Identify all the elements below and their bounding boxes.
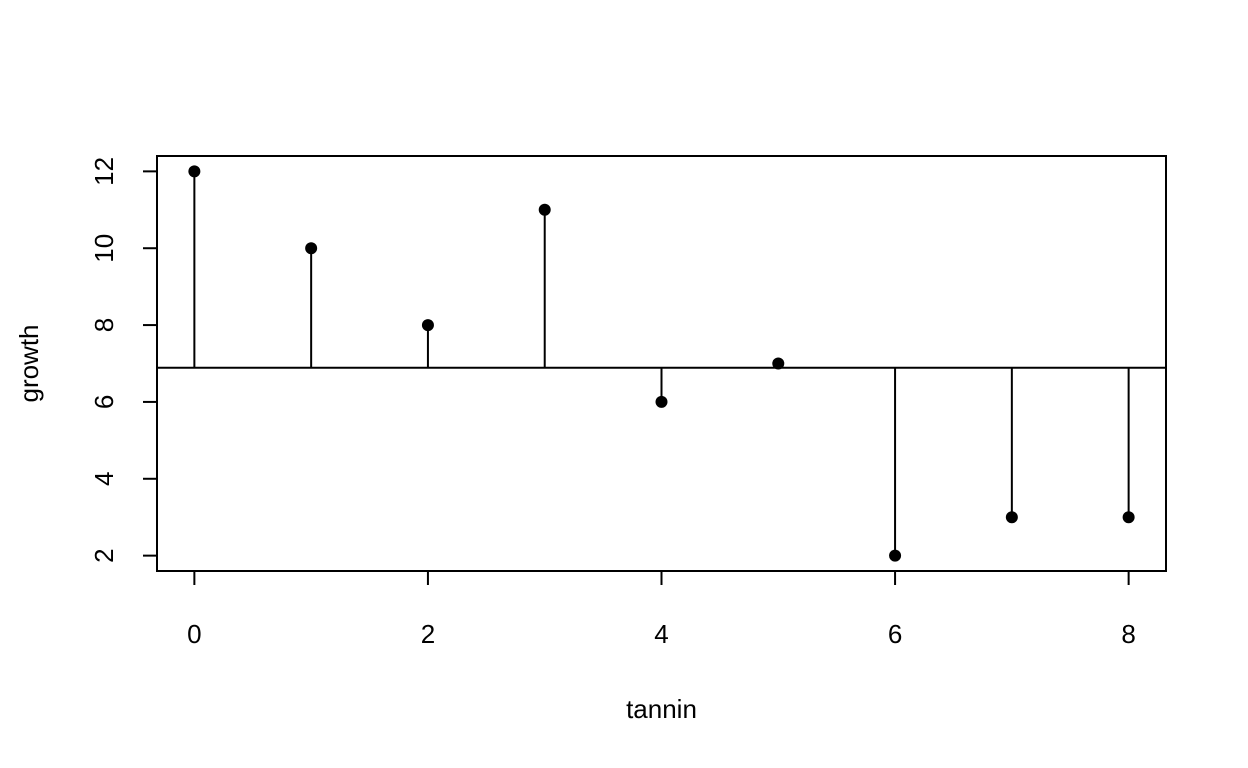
- y-tick-label: 4: [89, 472, 119, 486]
- x-axis-title: tannin: [626, 694, 697, 724]
- x-tick-label: 2: [421, 619, 435, 649]
- y-axis-title: growth: [14, 324, 44, 402]
- plot-frame: [156, 155, 1167, 572]
- residual-stems: [193, 171, 1130, 556]
- data-point: [772, 357, 785, 370]
- x-axis: 0 2 4 6 8: [187, 570, 1136, 649]
- x-tick-label: 0: [187, 619, 201, 649]
- x-tick-label: 8: [1121, 619, 1135, 649]
- data-point: [1005, 511, 1018, 524]
- y-tick-label: 12: [89, 157, 119, 186]
- x-tick-label: 6: [888, 619, 902, 649]
- y-tick-label: 6: [89, 395, 119, 409]
- y-tick-label: 2: [89, 548, 119, 562]
- data-point: [421, 319, 434, 332]
- data-point: [1122, 511, 1135, 524]
- y-tick-label: 8: [89, 318, 119, 332]
- data-point: [538, 203, 551, 216]
- data-point: [655, 395, 668, 408]
- x-tick-label: 4: [654, 619, 668, 649]
- data-point: [889, 549, 902, 562]
- y-tick-label: 10: [89, 234, 119, 263]
- data-point: [188, 165, 201, 178]
- data-points: [188, 165, 1135, 562]
- data-point: [305, 242, 318, 255]
- y-axis: 2 4 6 8 10 12: [89, 157, 158, 563]
